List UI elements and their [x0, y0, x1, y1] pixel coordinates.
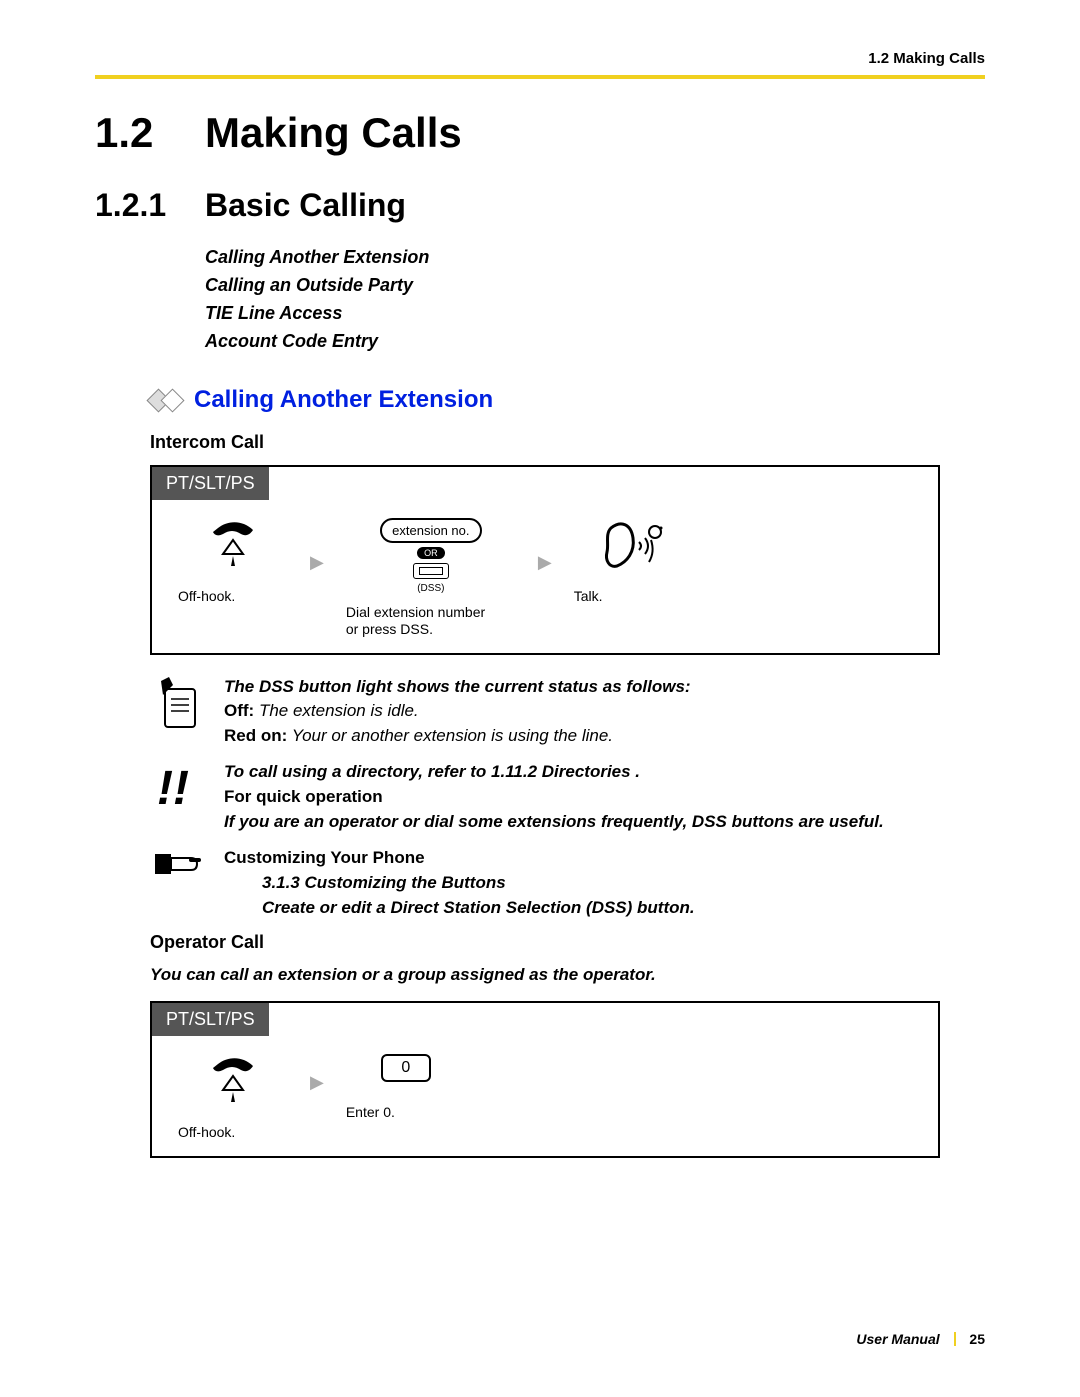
operator-procedure-box: PT/SLT/PS Off-hook. ▶ 0 Enter 0. [150, 1001, 940, 1158]
step-caption: Talk. [574, 588, 694, 606]
step-enter-zero: 0 Enter 0. [346, 1054, 466, 1122]
page-footer: User Manual 25 [856, 1331, 985, 1347]
step-caption: Off-hook. [178, 588, 288, 606]
notepad-icon [150, 675, 206, 749]
tip-body: To call using a directory, refer to 1.11… [224, 760, 884, 834]
tip-line: If you are an operator or dial some exte… [224, 810, 884, 835]
arrow-icon: ▶ [298, 552, 336, 605]
zero-keycap-icon: 0 [381, 1054, 431, 1082]
step-caption: Off-hook. [178, 1124, 288, 1142]
step-offhook: Off-hook. [178, 1054, 288, 1142]
step-dial: extension no. OR (DSS) Dial extension nu… [346, 518, 516, 639]
pointing-hand-icon [150, 846, 206, 920]
tip-label: For quick operation [224, 787, 383, 806]
procedure-row: Off-hook. ▶ 0 Enter 0. [152, 1036, 938, 1156]
operator-heading: Operator Call [150, 932, 985, 953]
mini-toc: Calling Another Extension Calling an Out… [205, 244, 985, 356]
tip-text: . [631, 762, 640, 781]
section-number: 1.2 [95, 109, 205, 157]
topic-title: Calling Another Extension [194, 386, 493, 414]
note-line: Off: The extension is idle. [224, 699, 691, 724]
offhook-icon [203, 518, 263, 578]
intercom-procedure-box: PT/SLT/PS Off-hook. ▶ extension no. OR (… [150, 465, 940, 655]
device-tab: PT/SLT/PS [152, 1003, 269, 1036]
toc-item: TIE Line Access [205, 300, 985, 328]
arrow-icon: ▶ [298, 1072, 336, 1125]
dss-label: (DSS) [417, 583, 444, 594]
step-talk: Talk. [574, 518, 694, 606]
note-line: Red on: Your or another extension is usi… [224, 724, 691, 749]
procedure-row: Off-hook. ▶ extension no. OR (DSS) Dial … [152, 500, 938, 653]
header-rule [95, 75, 985, 79]
topic-heading: Calling Another Extension [150, 386, 985, 414]
dss-button-icon [413, 563, 449, 579]
subsection-title: Basic Calling [205, 187, 406, 223]
tip-line: To call using a directory, refer to 1.11… [224, 760, 884, 785]
section-heading: 1.2Making Calls [95, 109, 985, 157]
tip-text: To call using a directory, refer to [224, 762, 491, 781]
note-label: Red on: [224, 726, 287, 745]
tip-ref: 1.11.2 Directories [491, 762, 631, 781]
note-text: Your or another extension is using the l… [292, 726, 613, 745]
toc-item: Account Code Entry [205, 328, 985, 356]
offhook-icon [203, 1054, 263, 1114]
footer-divider [954, 1332, 956, 1346]
talk-icon [599, 518, 669, 578]
running-header: 1.2 Making Calls [95, 50, 985, 67]
note-text: The extension is idle. [259, 701, 419, 720]
ref-title: Customizing Your Phone [224, 846, 695, 871]
ref-label: Customizing Your Phone [224, 848, 425, 867]
device-tab: PT/SLT/PS [152, 467, 269, 500]
intercom-heading: Intercom Call [150, 432, 985, 453]
note-block: The DSS button light shows the current s… [150, 675, 950, 749]
operator-lead: You can call an extension or a group ass… [150, 965, 985, 985]
footer-manual: User Manual [856, 1331, 939, 1347]
tip-subhead: For quick operation [224, 785, 884, 810]
step-offhook: Off-hook. [178, 518, 288, 606]
ref-block: Customizing Your Phone 3.1.3 Customizing… [150, 846, 950, 920]
or-pill: OR [417, 547, 445, 559]
tip-block: !! To call using a directory, refer to 1… [150, 760, 950, 834]
note-body: The DSS button light shows the current s… [224, 675, 691, 749]
toc-item: Calling Another Extension [205, 244, 985, 272]
ref-link: 3.1.3 Customizing the Buttons [262, 871, 695, 896]
toc-item: Calling an Outside Party [205, 272, 985, 300]
subsection-heading: 1.2.1Basic Calling [95, 187, 985, 224]
section-title: Making Calls [205, 109, 462, 156]
exclaim-icon: !! [150, 760, 206, 834]
extension-bubble: extension no. [380, 518, 481, 543]
footer-page: 25 [969, 1331, 985, 1347]
dial-graphic: extension no. OR (DSS) [380, 518, 481, 594]
ref-body: Customizing Your Phone 3.1.3 Customizing… [224, 846, 695, 920]
page: 1.2 Making Calls 1.2Making Calls 1.2.1Ba… [0, 0, 1080, 1397]
note-lead: The DSS button light shows the current s… [224, 675, 691, 700]
ref-desc: Create or edit a Direct Station Selectio… [262, 896, 695, 921]
step-caption: Dial extension number or press DSS. [346, 604, 516, 639]
step-caption: Enter 0. [346, 1104, 466, 1122]
diamond-icon [150, 391, 184, 409]
note-label: Off: [224, 701, 254, 720]
svg-text:!!: !! [157, 762, 189, 815]
arrow-icon: ▶ [526, 552, 564, 605]
subsection-number: 1.2.1 [95, 187, 205, 224]
